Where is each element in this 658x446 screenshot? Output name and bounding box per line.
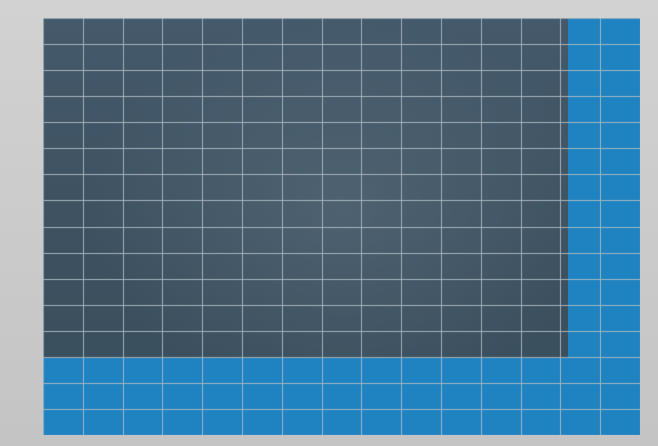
camera-motion-grid-screen <box>43 18 640 435</box>
motion-zone-right[interactable] <box>568 18 640 358</box>
motion-zone-bottom[interactable] <box>43 358 640 435</box>
motion-detection-grid[interactable] <box>43 18 640 435</box>
